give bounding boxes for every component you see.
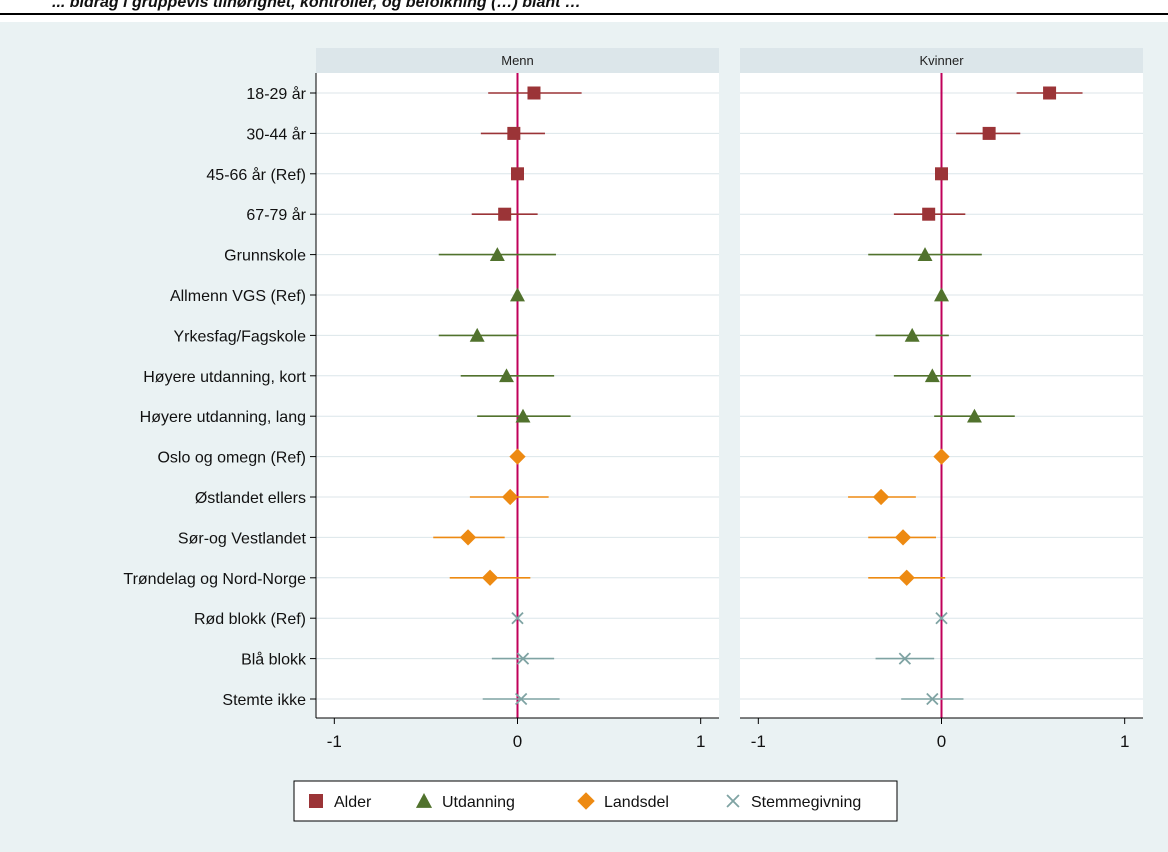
panel-strip — [316, 48, 719, 73]
legend-label: Landsdel — [604, 794, 669, 811]
point-marker — [515, 408, 531, 423]
legend-marker — [577, 792, 595, 810]
legend-marker — [415, 792, 433, 808]
point-marker — [469, 327, 485, 342]
x-tick-label: 1 — [1120, 732, 1129, 751]
legend-label: Utdanning — [442, 794, 515, 811]
point-marker — [459, 529, 477, 546]
y-tick-label: Stemte ikke — [222, 692, 306, 709]
point-marker — [527, 86, 541, 100]
legend: Alder Utdanning Landsdel Stemmegivning — [293, 780, 898, 822]
point-marker — [516, 652, 530, 665]
panel-kvinner: Kvinner -1 0 1 — [740, 48, 1143, 751]
point-marker — [511, 167, 524, 181]
y-tick-label: Sør-og Vestlandet — [178, 530, 307, 547]
point-marker — [898, 652, 912, 665]
point-marker — [515, 692, 528, 706]
y-tick-label: Oslo og omegn (Ref) — [157, 450, 306, 467]
panels: Menn -1 0 1 Kvinner -1 0 1 — [316, 48, 1143, 751]
point-marker — [511, 612, 524, 625]
legend-label: Alder — [334, 794, 372, 811]
point-marker — [904, 327, 920, 342]
point-marker — [894, 529, 912, 546]
point-marker — [935, 167, 948, 181]
header-text: ... bidrag i gruppevis tilhørighet, kont… — [52, 0, 581, 11]
y-tick-label: 45-66 år (Ref) — [206, 166, 306, 184]
point-marker — [934, 287, 949, 302]
x-tick-label: 0 — [513, 732, 522, 751]
y-tick-label: Grunnskole — [224, 248, 306, 265]
point-marker — [1043, 86, 1057, 100]
panel-title: Kvinner — [919, 53, 964, 68]
panel-menn: Menn -1 0 1 — [316, 48, 719, 751]
x-tick-label: -1 — [751, 732, 766, 751]
y-axis-labels: 18-29 år 30-44 år 45-66 år (Ref) 67-79 år Gr… — [123, 73, 317, 718]
panel-title: Menn — [501, 53, 534, 68]
legend-marker — [726, 794, 740, 808]
point-marker — [502, 488, 519, 506]
point-marker — [898, 569, 915, 586]
y-tick-label: Trøndelag og Nord-Norge — [123, 571, 306, 588]
x-tick-label: 1 — [696, 732, 705, 751]
document-header-fragment: ... bidrag i gruppevis tilhørighet, kont… — [0, 0, 1168, 22]
point-marker — [498, 207, 512, 221]
legend-marker — [309, 794, 323, 808]
point-marker — [507, 126, 521, 140]
y-tick-label: Allmenn VGS (Ref) — [170, 288, 306, 305]
point-marker — [489, 247, 505, 261]
point-marker — [917, 247, 933, 261]
point-marker — [966, 408, 982, 423]
point-marker — [922, 207, 936, 221]
y-tick-label: 30-44 år — [246, 125, 306, 143]
y-tick-label: Høyere utdanning, lang — [140, 409, 306, 426]
header-rule — [0, 13, 1168, 15]
point-marker — [510, 287, 525, 302]
point-marker — [924, 368, 940, 383]
y-tick-label: Yrkesfag/Fagskole — [173, 328, 306, 345]
legend-box — [293, 780, 898, 822]
y-tick-label: Østlandet ellers — [195, 490, 306, 507]
point-marker — [926, 692, 939, 706]
point-marker — [509, 448, 526, 465]
x-tick-label: -1 — [327, 732, 342, 751]
y-tick-label: Høyere utdanning, kort — [143, 369, 306, 386]
panel-strip — [740, 48, 1143, 73]
point-marker — [499, 368, 514, 383]
y-tick-label: Rød blokk (Ref) — [194, 611, 306, 628]
y-tick-label: 67-79 år — [246, 206, 306, 224]
point-marker — [933, 448, 950, 465]
y-tick-label: 18-29 år — [246, 85, 306, 103]
x-tick-label: 0 — [937, 732, 946, 751]
point-marker — [481, 569, 499, 586]
legend-label: Stemmegivning — [751, 794, 861, 811]
point-marker — [872, 488, 890, 506]
y-tick-label: Blå blokk — [241, 651, 307, 669]
point-marker — [935, 612, 948, 625]
point-marker — [982, 126, 996, 140]
